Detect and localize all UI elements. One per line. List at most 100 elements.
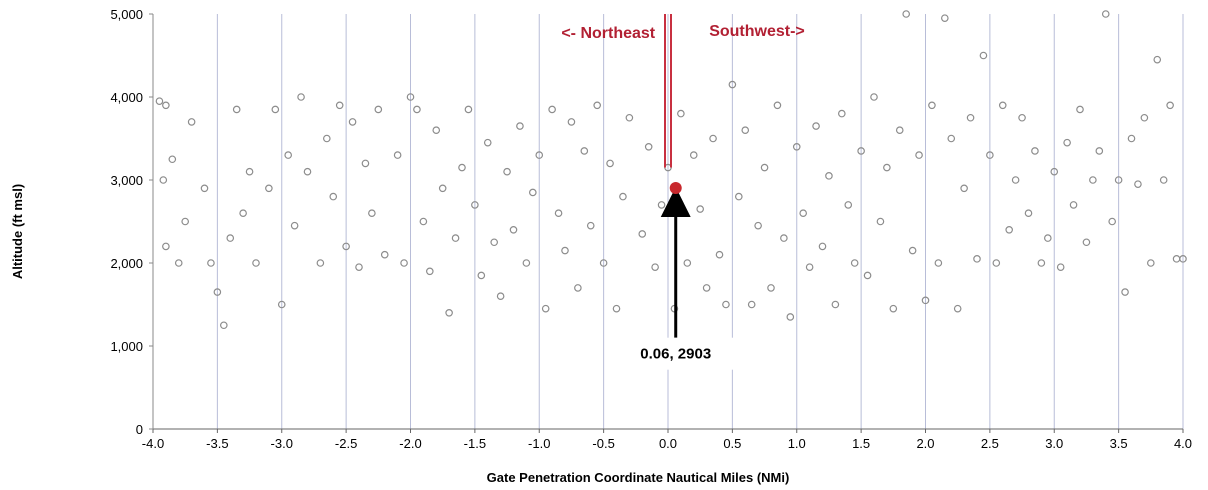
data-point: [1172, 255, 1181, 263]
data-point: [335, 101, 344, 110]
data-point: [889, 304, 898, 313]
data-point: [895, 126, 904, 135]
y-tick-label: 5,000: [110, 7, 143, 22]
data-point: [406, 93, 415, 101]
data-point: [805, 263, 814, 271]
data-point: [451, 234, 460, 242]
data-point: [1050, 167, 1059, 176]
data-point: [792, 143, 801, 151]
data-point: [516, 122, 524, 130]
data-point: [702, 284, 711, 292]
data-point: [1127, 134, 1136, 143]
data-point: [741, 126, 750, 135]
data-point: [200, 184, 209, 193]
data-point: [683, 259, 692, 267]
data-point: [1121, 288, 1129, 296]
data-point: [509, 226, 518, 234]
data-point: [380, 250, 389, 259]
data-point: [831, 300, 840, 309]
data-point: [593, 101, 601, 110]
data-point: [1179, 255, 1187, 263]
data-point: [844, 201, 853, 209]
data-point: [445, 308, 453, 317]
data-point: [413, 105, 421, 114]
data-point: [477, 271, 486, 280]
data-point: [1011, 176, 1020, 184]
data-point: [825, 172, 833, 180]
data-point: [992, 259, 1001, 267]
data-point: [934, 259, 943, 267]
data-point: [220, 321, 228, 330]
data-point: [284, 151, 292, 159]
data-point: [908, 246, 917, 255]
data-point: [754, 221, 762, 230]
data-point: [1108, 217, 1116, 226]
data-point: [265, 184, 273, 193]
data-point: [1159, 176, 1168, 184]
data-point: [689, 151, 698, 159]
data-point: [181, 217, 189, 226]
data-point: [735, 192, 743, 201]
data-point: [696, 205, 704, 213]
data-point: [400, 259, 408, 267]
data-point: [316, 259, 325, 267]
data-point: [625, 113, 634, 122]
y-axis-title: Altitude (ft msl): [10, 184, 25, 279]
data-point: [612, 304, 621, 313]
data-point: [902, 10, 910, 18]
data-point: [606, 159, 614, 168]
data-point: [348, 118, 357, 126]
data-point: [709, 134, 717, 143]
data-point: [503, 167, 511, 176]
data-point: [863, 271, 872, 280]
data-point: [1063, 138, 1071, 147]
data-point: [638, 230, 647, 238]
x-tick-label: -2.5: [335, 436, 357, 451]
data-point: [303, 167, 312, 176]
data-point: [245, 167, 254, 176]
data-point: [174, 259, 183, 267]
data-point: [226, 234, 235, 242]
data-point: [464, 105, 473, 114]
data-point: [290, 221, 299, 230]
data-point: [1114, 176, 1123, 184]
callout-label: 0.06, 2903: [640, 346, 711, 363]
data-point: [374, 105, 383, 114]
data-point: [876, 217, 885, 226]
data-point: [368, 209, 376, 218]
data-point: [786, 313, 795, 321]
x-tick-label: 3.5: [1110, 436, 1128, 451]
data-point: [490, 238, 498, 247]
data-point: [187, 118, 196, 126]
data-point: [973, 255, 981, 263]
data-point: [760, 163, 769, 172]
data-point: [567, 118, 576, 126]
x-tick-label: -3.5: [206, 436, 228, 451]
x-tick-label: 3.0: [1045, 436, 1063, 451]
data-point: [619, 192, 627, 201]
data-point: [986, 151, 994, 159]
data-point: [1044, 234, 1052, 242]
data-point: [767, 284, 775, 292]
data-point: [1095, 147, 1104, 155]
data-point: [1147, 259, 1155, 267]
data-point: [857, 147, 865, 155]
data-point: [1037, 259, 1046, 267]
x-tick-label: -2.0: [399, 436, 421, 451]
data-point: [541, 304, 550, 313]
data-point: [162, 101, 170, 110]
data-point: [239, 209, 247, 218]
data-point: [232, 105, 241, 114]
data-point: [586, 221, 595, 230]
data-point: [998, 101, 1007, 110]
data-point: [1031, 147, 1039, 155]
data-point: [780, 234, 788, 242]
data-point: [355, 263, 363, 271]
data-point: [960, 184, 968, 193]
data-point: [1005, 226, 1013, 234]
callout-annotation: 0.06, 2903: [605, 187, 746, 370]
y-tick-label: 1,000: [110, 339, 143, 354]
data-point: [438, 184, 447, 193]
data-point: [207, 259, 215, 267]
x-tick-label: 2.5: [981, 436, 999, 451]
